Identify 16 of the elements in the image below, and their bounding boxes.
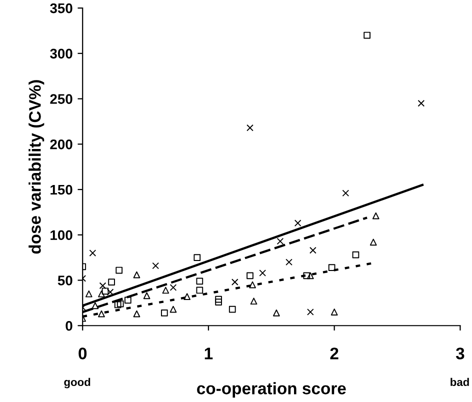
y-tick-label: 150: [50, 184, 72, 195]
y-tick-label: 50: [58, 276, 72, 286]
text: good: [64, 378, 90, 388]
y-tick-label: 300: [50, 48, 72, 59]
text: bad: [450, 378, 469, 386]
x-tick-label: 1: [204, 348, 213, 360]
y-tick-label: 0: [66, 320, 72, 331]
x-tick-label: 0: [78, 348, 87, 360]
x-axis-title: co-operation score: [197, 382, 346, 398]
y-axis-title: dose variability (CV%): [28, 80, 44, 254]
y-tick-label: 100: [50, 230, 72, 240]
y-tick-label: 350: [50, 3, 72, 14]
y-tick-label: 200: [50, 139, 72, 150]
x-tick-label: 2: [330, 348, 338, 360]
y-tick-label: 250: [50, 94, 72, 104]
x-tick-label: 3: [456, 348, 464, 360]
